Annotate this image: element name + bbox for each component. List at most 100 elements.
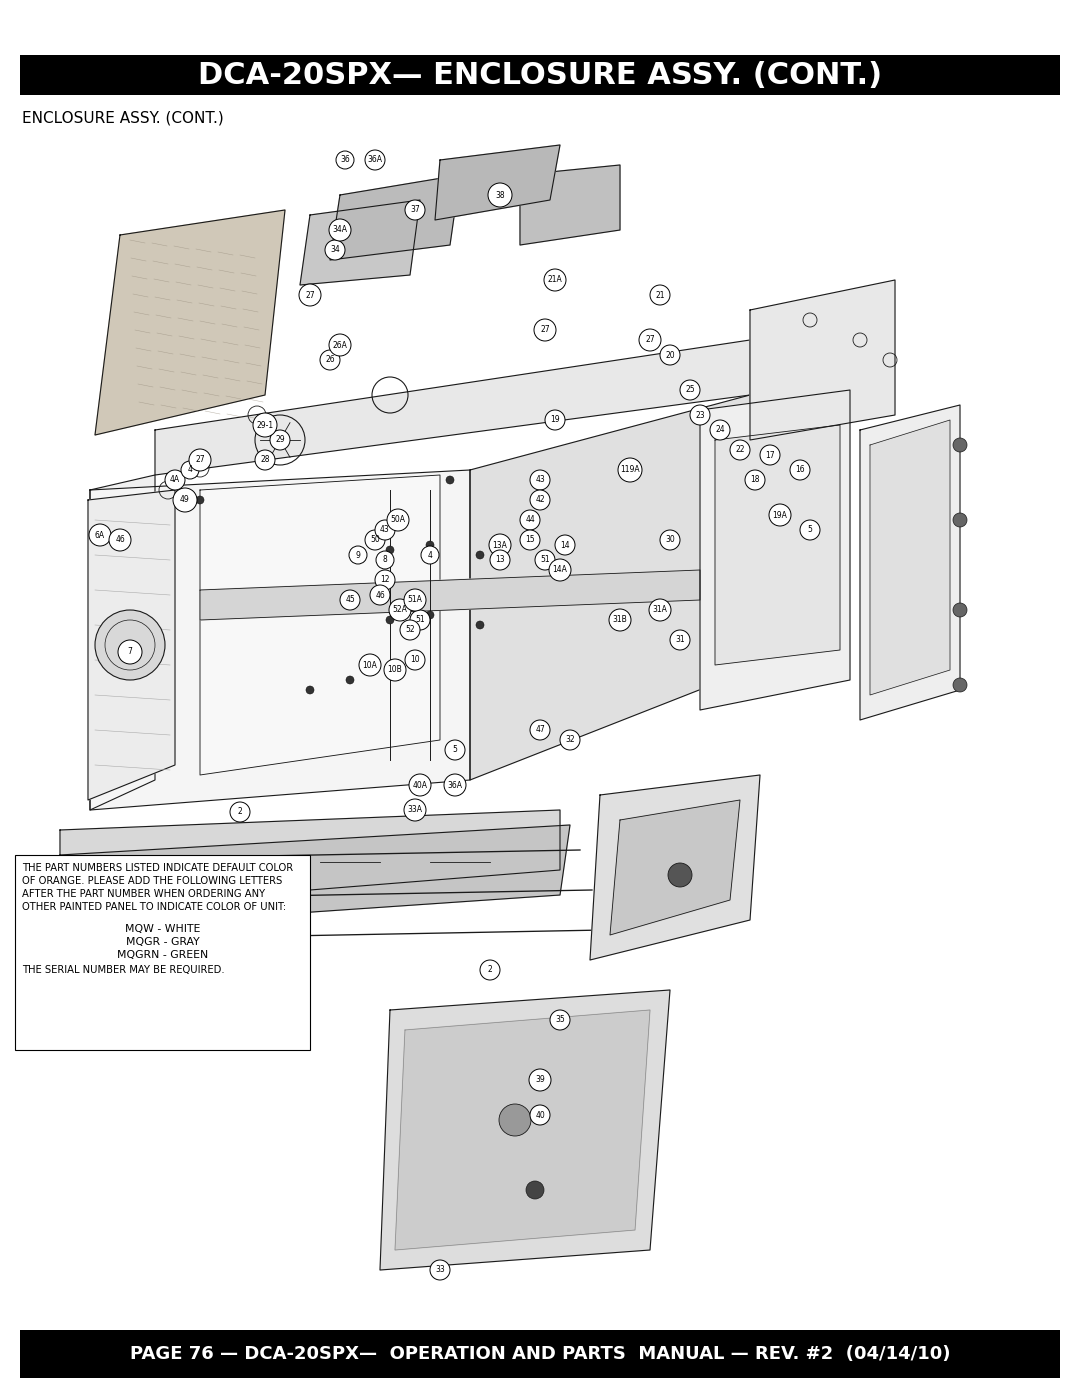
Circle shape bbox=[609, 609, 631, 631]
Text: 21A: 21A bbox=[548, 275, 563, 285]
Text: 13A: 13A bbox=[492, 541, 508, 549]
Circle shape bbox=[445, 740, 465, 760]
Text: MQGRN - GREEN: MQGRN - GREEN bbox=[118, 950, 208, 960]
Circle shape bbox=[953, 439, 967, 453]
Circle shape bbox=[530, 1105, 550, 1125]
Circle shape bbox=[325, 240, 345, 260]
Circle shape bbox=[490, 550, 510, 570]
Polygon shape bbox=[380, 990, 670, 1270]
Text: THE PART NUMBERS LISTED INDICATE DEFAULT COLOR: THE PART NUMBERS LISTED INDICATE DEFAULT… bbox=[22, 863, 293, 873]
Polygon shape bbox=[50, 826, 570, 930]
Text: 27: 27 bbox=[195, 455, 205, 464]
Circle shape bbox=[400, 620, 420, 640]
Text: 36: 36 bbox=[340, 155, 350, 165]
Polygon shape bbox=[715, 425, 840, 665]
Polygon shape bbox=[90, 469, 470, 810]
Text: 44: 44 bbox=[525, 515, 535, 524]
Circle shape bbox=[760, 446, 780, 465]
Text: 18: 18 bbox=[751, 475, 759, 485]
Text: 5: 5 bbox=[808, 525, 812, 535]
Text: 51A: 51A bbox=[407, 595, 422, 605]
Circle shape bbox=[534, 319, 556, 341]
Circle shape bbox=[386, 546, 394, 555]
Text: 33: 33 bbox=[435, 1266, 445, 1274]
Text: 2: 2 bbox=[488, 965, 492, 975]
Circle shape bbox=[489, 534, 511, 556]
Circle shape bbox=[306, 686, 314, 694]
Circle shape bbox=[545, 409, 565, 430]
Text: THE SERIAL NUMBER MAY BE REQUIRED.: THE SERIAL NUMBER MAY BE REQUIRED. bbox=[22, 965, 225, 975]
Circle shape bbox=[710, 420, 730, 440]
Text: 52: 52 bbox=[405, 626, 415, 634]
Circle shape bbox=[426, 610, 434, 619]
Text: 17: 17 bbox=[766, 450, 774, 460]
Text: 50A: 50A bbox=[391, 515, 405, 524]
Circle shape bbox=[181, 461, 199, 479]
Circle shape bbox=[639, 330, 661, 351]
Circle shape bbox=[336, 151, 354, 169]
Circle shape bbox=[561, 731, 580, 750]
Text: 23: 23 bbox=[696, 411, 705, 419]
Text: 26A: 26A bbox=[333, 341, 348, 349]
Circle shape bbox=[426, 541, 434, 549]
Text: 34: 34 bbox=[330, 246, 340, 254]
Circle shape bbox=[299, 284, 321, 306]
Text: 16: 16 bbox=[795, 465, 805, 475]
Text: 2: 2 bbox=[238, 807, 242, 816]
Circle shape bbox=[173, 488, 197, 511]
Circle shape bbox=[404, 799, 426, 821]
Polygon shape bbox=[300, 200, 420, 285]
Text: 46: 46 bbox=[116, 535, 125, 545]
Text: 31A: 31A bbox=[652, 605, 667, 615]
Text: 49: 49 bbox=[180, 496, 190, 504]
Text: 46: 46 bbox=[375, 591, 384, 599]
Circle shape bbox=[680, 380, 700, 400]
Text: 14A: 14A bbox=[553, 566, 567, 574]
Polygon shape bbox=[700, 390, 850, 710]
Circle shape bbox=[329, 219, 351, 242]
Circle shape bbox=[376, 550, 394, 569]
Text: 29: 29 bbox=[275, 436, 285, 444]
Text: AFTER THE PART NUMBER WHEN ORDERING ANY: AFTER THE PART NUMBER WHEN ORDERING ANY bbox=[22, 888, 265, 900]
Text: 26: 26 bbox=[325, 355, 335, 365]
Text: 45: 45 bbox=[346, 595, 355, 605]
Circle shape bbox=[670, 630, 690, 650]
Circle shape bbox=[365, 529, 384, 550]
Text: 5: 5 bbox=[453, 746, 458, 754]
Polygon shape bbox=[330, 175, 460, 260]
Text: 19A: 19A bbox=[772, 510, 787, 520]
Text: 6A: 6A bbox=[95, 531, 105, 539]
Text: 9: 9 bbox=[355, 550, 361, 560]
Text: 4A: 4A bbox=[170, 475, 180, 485]
Polygon shape bbox=[200, 570, 700, 620]
Bar bbox=[15, 855, 310, 1051]
Text: 31B: 31B bbox=[612, 616, 627, 624]
Circle shape bbox=[255, 450, 275, 469]
Text: 39: 39 bbox=[535, 1076, 545, 1084]
Polygon shape bbox=[750, 279, 895, 440]
Circle shape bbox=[253, 414, 276, 437]
Text: 31: 31 bbox=[675, 636, 685, 644]
Text: 12: 12 bbox=[380, 576, 390, 584]
Text: 21: 21 bbox=[656, 291, 665, 299]
Polygon shape bbox=[200, 475, 440, 775]
Text: 40A: 40A bbox=[413, 781, 428, 789]
Text: DCA-20SPX— ENCLOSURE ASSY. (CONT.): DCA-20SPX— ENCLOSURE ASSY. (CONT.) bbox=[198, 60, 882, 89]
Circle shape bbox=[270, 430, 291, 450]
Text: 8: 8 bbox=[382, 556, 388, 564]
Text: 13: 13 bbox=[496, 556, 504, 564]
Text: 38: 38 bbox=[496, 190, 504, 200]
Text: 33A: 33A bbox=[407, 806, 422, 814]
Circle shape bbox=[118, 640, 141, 664]
Circle shape bbox=[405, 650, 426, 671]
Text: 47: 47 bbox=[535, 725, 545, 735]
Circle shape bbox=[499, 1104, 531, 1136]
Text: 42: 42 bbox=[536, 496, 544, 504]
Circle shape bbox=[340, 590, 360, 610]
Circle shape bbox=[649, 599, 671, 622]
Circle shape bbox=[555, 535, 575, 555]
Circle shape bbox=[519, 510, 540, 529]
Circle shape bbox=[769, 504, 791, 527]
Text: 4: 4 bbox=[188, 465, 192, 475]
Circle shape bbox=[444, 774, 465, 796]
